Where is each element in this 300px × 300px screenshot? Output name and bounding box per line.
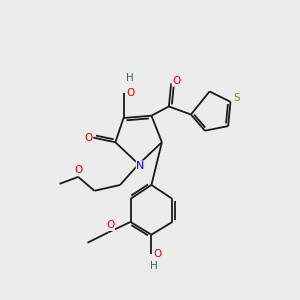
Text: O: O [106,220,114,230]
Text: O: O [126,88,134,98]
Text: H: H [150,261,158,271]
Text: O: O [154,249,162,259]
Text: S: S [233,93,240,103]
Text: O: O [172,76,180,86]
Text: O: O [74,165,82,176]
Text: H: H [126,73,134,83]
Text: O: O [84,133,92,142]
Text: N: N [136,161,145,171]
